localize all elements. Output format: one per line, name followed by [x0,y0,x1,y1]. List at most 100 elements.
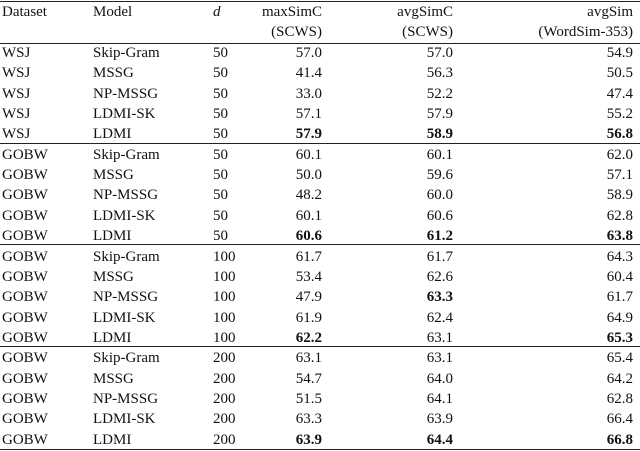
cell: 61.7 [426,248,453,265]
header-cell: (SCWS) [402,24,453,40]
cell: MSSG [93,268,134,285]
cell: Skip-Gram [93,248,160,265]
cell: GOBW [2,370,48,387]
cell: 61.7 [295,248,322,265]
cell: 62.4 [426,309,453,326]
cell: 60.1 [426,146,453,163]
cell: 48.2 [295,187,322,204]
group-rule [0,244,640,245]
header-cell: (SCWS) [271,24,322,40]
cell: 64.1 [426,390,453,407]
cell: 100 [213,289,236,306]
cell: MSSG [93,167,134,184]
cell: 60.6 [295,228,322,245]
cell: 59.6 [426,167,453,184]
cell: 50 [213,167,228,184]
cell: GOBW [2,431,48,448]
cell: LDMI-SK [93,106,156,123]
cell: 63.9 [295,431,322,448]
cell: 50.0 [295,167,322,184]
cell: 64.0 [426,370,453,387]
cell: MSSG [93,370,134,387]
cell: 200 [213,411,236,428]
header-cell: d [213,4,221,20]
cell: 64.2 [606,370,633,387]
cell: GOBW [2,350,48,367]
header-cell: maxSimC [261,4,322,20]
cell: LDMI-SK [93,411,156,428]
cell: 50 [213,146,228,163]
cell: GOBW [2,289,48,306]
cell: 60.1 [295,207,322,224]
group-rule [0,143,640,144]
cell: 66.4 [606,411,633,428]
cell: 63.9 [426,411,453,428]
cell: 50 [213,126,228,143]
cell: LDMI-SK [93,309,156,326]
cell: GOBW [2,390,48,407]
cell: NP-MSSG [93,187,159,204]
cell: 65.3 [606,329,633,346]
cell: NP-MSSG [93,85,159,102]
cell: 50 [213,187,228,204]
cell: 50 [213,85,228,102]
cell: 200 [213,431,236,448]
cell: 60.4 [606,268,633,285]
cell: 100 [213,309,236,326]
cell: 50.5 [606,65,633,82]
cell: 200 [213,390,236,407]
cell: GOBW [2,248,48,265]
header-cell: (WordSim-353) [538,24,633,40]
header-rule [0,43,640,44]
cell: Skip-Gram [93,146,160,163]
cell: LDMI [93,126,132,143]
cell: 57.9 [295,126,322,143]
cell: GOBW [2,146,48,163]
cell: 50 [213,65,228,82]
cell: 62.6 [426,268,453,285]
cell: 57.1 [606,167,633,184]
cell: 63.1 [295,350,322,367]
cell: 52.2 [426,85,453,102]
cell: 55.2 [606,106,633,123]
cell: 54.7 [295,370,322,387]
cell: MSSG [93,65,134,82]
cell: 50 [213,207,228,224]
cell: 58.9 [426,126,453,143]
cell: Skip-Gram [93,45,160,61]
cell: GOBW [2,207,48,224]
cell: 61.9 [295,309,322,326]
cell: 200 [213,370,236,387]
cell: 51.5 [295,390,322,407]
cell: 65.4 [606,350,633,367]
cell: 60.1 [295,146,322,163]
cell: NP-MSSG [93,390,159,407]
cell: 63.3 [295,411,322,428]
cell: 57.1 [295,106,322,123]
cell: GOBW [2,329,48,346]
cell: GOBW [2,411,48,428]
cell: LDMI [93,431,132,448]
cell: LDMI [93,329,132,346]
cell: 47.9 [295,289,322,306]
cell: 50 [213,228,228,245]
cell: 64.4 [426,431,453,448]
top-rule [0,1,640,2]
cell: NP-MSSG [93,289,159,306]
cell: 41.4 [295,65,322,82]
header-cell: avgSim [587,4,633,20]
cell: 64.3 [606,248,633,265]
cell: GOBW [2,309,48,326]
cell: 61.2 [426,228,453,245]
cell: 54.9 [606,45,633,61]
cell: 56.3 [426,65,453,82]
group-rule [0,346,640,347]
cell: 33.0 [295,85,322,102]
header-cell: Model [93,4,133,20]
cell: 60.6 [426,207,453,224]
cell: 57.9 [426,106,453,123]
cell: GOBW [2,187,48,204]
cell: GOBW [2,268,48,285]
cell: LDMI [93,228,132,245]
